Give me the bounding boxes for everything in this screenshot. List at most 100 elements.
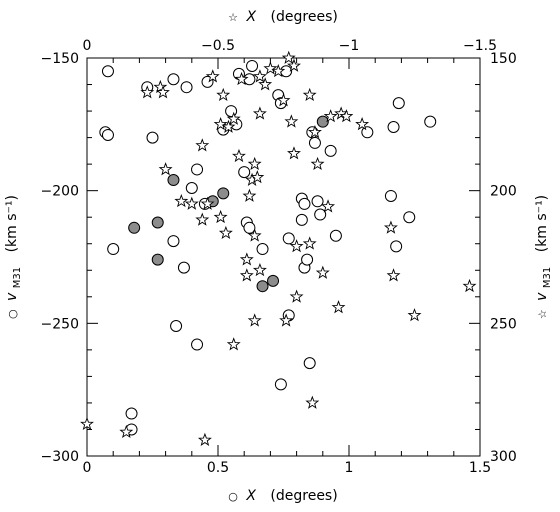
star-point [302,87,317,102]
star-point [289,289,304,303]
bottom-axis-var: X [245,488,256,504]
top-tick-label: −1 [339,38,360,54]
open-circle-point [392,97,405,110]
open-circle-point [361,126,374,139]
filled-circle-point [167,174,180,187]
bottom-axis-title: ○ X (degrees) [228,488,337,504]
star-point [221,119,236,133]
left-axis-var: v [4,292,20,301]
star-point [213,209,228,224]
left-axis-unit: (km s⁻¹) [4,195,20,252]
right-tick-label: 250 [490,316,517,332]
right-axis-unit: (km s⁻¹) [534,195,550,252]
open-circle-point [387,120,400,133]
bottom-tick-label: 0 [83,460,92,476]
star-point [331,300,346,314]
bottom-axis-unit: (degrees) [270,488,337,504]
star-point [80,416,94,431]
star-point [281,50,296,64]
star-point [302,236,317,250]
star-point [174,193,189,208]
open-circle-point [238,166,251,179]
star-point [232,148,246,163]
open-circle-point [403,211,416,224]
open-circle-point [167,73,180,86]
left-tick-label: −150 [41,51,79,67]
star-point [321,199,335,213]
star-point [153,79,168,94]
top-axis-var: X [246,9,257,25]
star-point [305,395,320,409]
open-circle-point [125,407,138,420]
star-point [213,117,228,131]
star-point [226,111,241,125]
open-circle-point [329,229,342,242]
star-point [184,196,199,210]
star-point [156,85,170,99]
axis-tick-labels: 0 0.5 1 1.5 0 −0.5 −1 −1.5 −300 −250 −200 −150 300 25… [41,38,517,476]
open-circle-point [146,131,159,144]
star-point [355,117,370,131]
star-point [252,262,267,277]
filled-circle-point [256,280,269,293]
star-point [158,162,173,176]
star-point [226,337,241,351]
axis-ticks [86,57,481,457]
open-circle-point [324,144,337,157]
top-tick-label: 0 [83,38,92,54]
star-point [310,156,325,171]
left-axis-sub: M31 [12,267,23,288]
bottom-tick-label: 1.5 [469,460,491,476]
filled-circle-point [316,115,329,128]
star-point [287,58,301,72]
left-tick-label: −300 [41,449,79,465]
bottom-tick-label: 1 [345,460,354,476]
open-circle-point [298,197,311,210]
top-tick-label: −0.5 [201,38,235,54]
bottom-axis-circle-symbol: ○ [228,490,238,503]
plot-frame [86,57,481,457]
open-circle-point [191,338,204,351]
star-point [386,268,401,282]
star-point [200,196,215,210]
star-point [119,424,134,439]
star-point [140,85,155,99]
star-point [263,61,278,75]
bottom-tick-label: 0.5 [207,460,229,476]
star-point [315,265,330,279]
star-point [307,124,322,139]
right-axis-title: ☆ v M31 (km s⁻¹) [534,195,554,319]
star-point [323,109,338,123]
star-point [284,114,299,128]
star-point [247,156,262,171]
open-circle-point [185,182,198,195]
filled-circle-point [128,221,141,234]
right-tick-label: 300 [490,449,517,465]
left-axis-circle-symbol: ○ [6,309,19,319]
star-point [234,71,249,86]
right-tick-label: 150 [490,51,517,67]
top-tick-label: −1.5 [463,38,497,54]
open-circle-point [191,163,204,176]
open-circle-point [101,128,114,141]
open-circle-point [101,65,114,78]
open-circle-point [170,319,183,332]
star-point [289,239,304,253]
data-markers [80,50,477,446]
open-circle-point [225,105,238,118]
star-point [250,170,265,184]
star-point [276,93,291,107]
open-circle-point [295,213,308,226]
star-point [271,63,286,78]
open-circle-point [308,136,321,149]
open-circle-point [314,208,327,221]
left-axis-title: ○ v M31 (km s⁻¹) [4,195,24,319]
star-point [205,69,220,83]
star-point [197,432,212,446]
open-circle-point [180,81,193,94]
open-circle-point [282,232,295,245]
star-point [195,138,210,152]
open-circle-point [303,357,316,370]
star-point [247,313,262,327]
right-axis-var: v [534,292,550,301]
